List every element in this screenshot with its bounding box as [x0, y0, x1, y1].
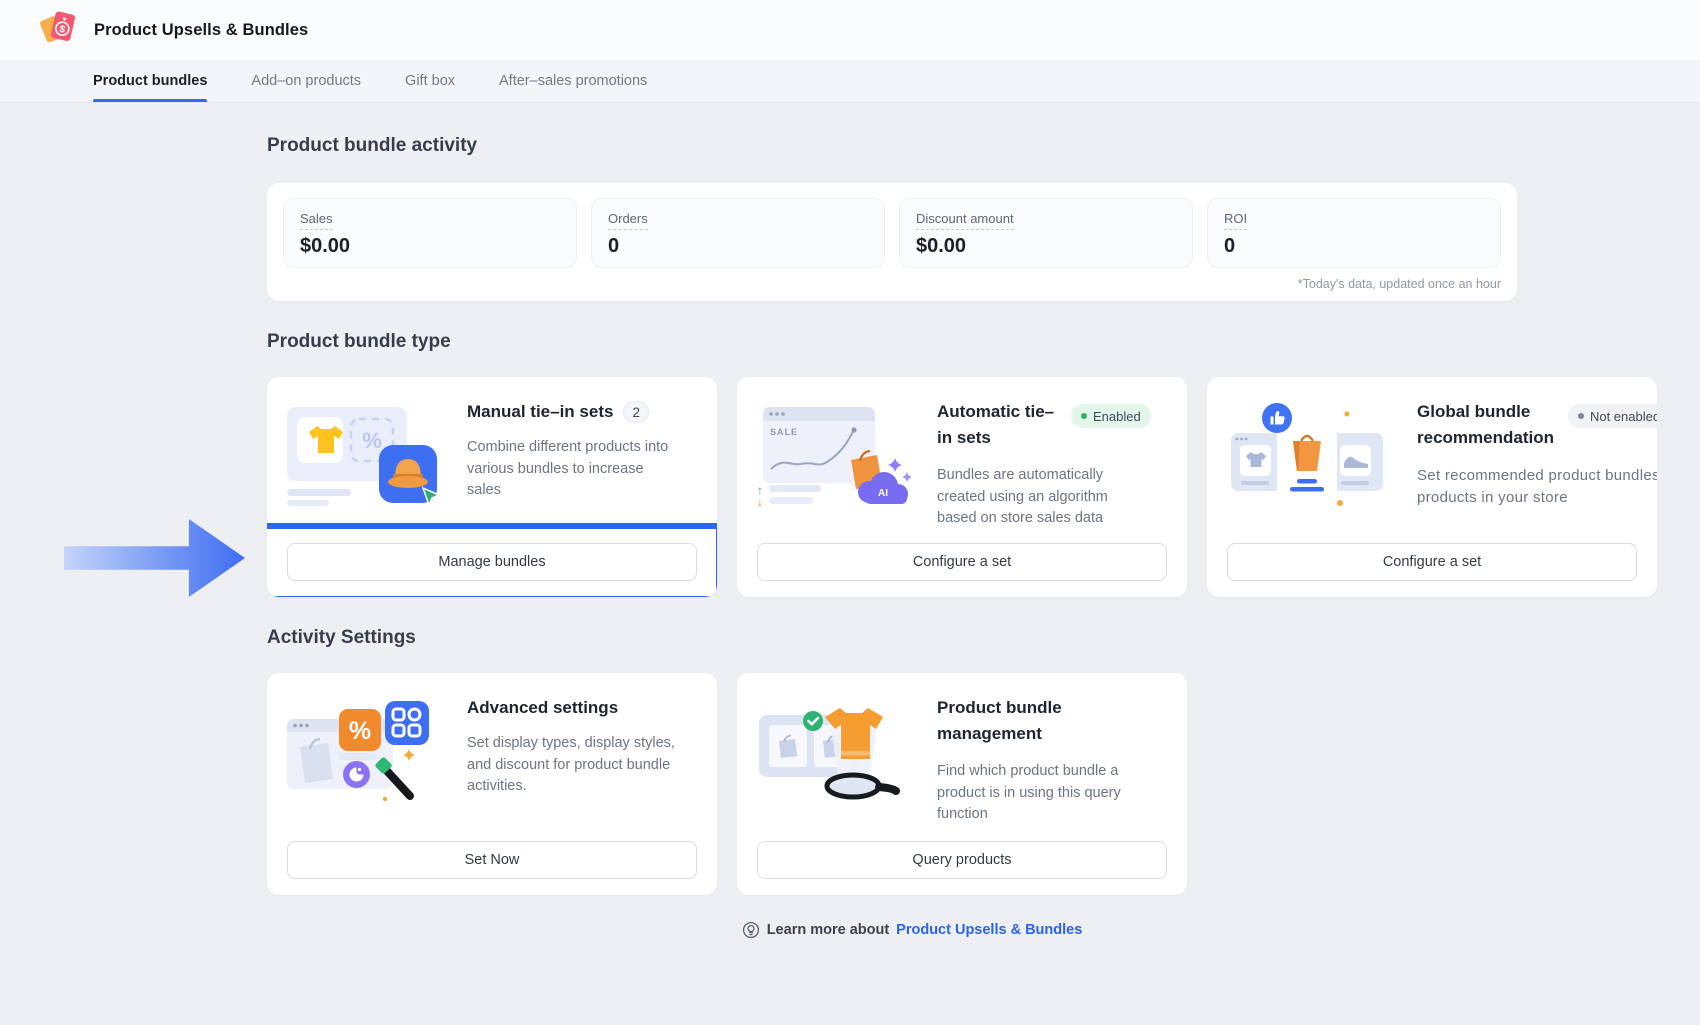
count-badge: 2 [623, 401, 649, 423]
query-products-button[interactable]: Query products [757, 841, 1167, 879]
advanced-settings-illustration-icon: % [287, 699, 437, 809]
card-description: Bundles are automatically created using … [937, 467, 1108, 526]
card-description: Find which product bundle a product is i… [937, 763, 1121, 822]
svg-text:AI: AI [878, 488, 888, 499]
tab-product-bundles[interactable]: Product bundles [93, 60, 208, 102]
lightbulb-icon [742, 921, 760, 939]
set-now-button[interactable]: Set Now [287, 841, 697, 879]
svg-text:↑: ↑ [757, 483, 763, 497]
bundle-management-illustration-icon [757, 699, 917, 809]
global-bundle-illustration-icon [1227, 403, 1387, 513]
section-heading-activity: Product bundle activity [267, 135, 478, 156]
tab-gift-box[interactable]: Gift box [405, 73, 456, 89]
stats-footnote: *Today's data, updated once an hour [1297, 277, 1501, 291]
stat-card-orders: Orders 0 [591, 198, 885, 268]
configure-a-set-button[interactable]: Configure a set [1227, 543, 1637, 581]
stat-label-roi[interactable]: ROI [1224, 211, 1248, 230]
stat-card-sales: Sales $0.00 [283, 198, 577, 268]
learn-more-footer: Learn more about Product Upsells & Bundl… [267, 921, 1557, 939]
automatic-tie-in-illustration-icon: SALE ↑ ↓ AI [757, 403, 917, 513]
stats-panel: Sales $0.00 Orders 0 Discount amount $0.… [267, 183, 1517, 301]
svg-text:%: % [349, 717, 371, 745]
section-heading-bundle-type: Product bundle type [267, 331, 451, 352]
stat-label-orders[interactable]: Orders [608, 211, 648, 230]
card-advanced-settings: % [267, 673, 717, 895]
configure-a-set-button[interactable]: Configure a set [757, 543, 1167, 581]
card-title-automatic-tie-in-sets: Automatic tie–in sets [937, 402, 1055, 447]
card-title-advanced-settings: Advanced settings [467, 698, 619, 717]
stat-value-sales: $0.00 [300, 235, 351, 257]
status-dot-icon [1577, 413, 1584, 419]
card-description: Set display types, display styles, and d… [467, 735, 675, 794]
stat-label-sales[interactable]: Sales [300, 211, 333, 230]
stat-label-discount-amount[interactable]: Discount amount [916, 211, 1014, 230]
card-description: Combine different products into various … [467, 439, 669, 498]
stat-value-discount-amount: $0.00 [916, 235, 967, 257]
stat-card-roi: ROI 0 [1207, 198, 1501, 268]
manual-tie-in-illustration-icon: % [287, 403, 441, 513]
stat-value-roi: 0 [1224, 235, 1236, 257]
card-manual-tie-in-sets: % Manual tie–in sets 2 Combine different… [267, 377, 717, 597]
tab-after-sales-promotions[interactable]: After–sales promotions [499, 73, 648, 89]
app-logo-price-tags-icon: ♥ $ [38, 6, 78, 55]
stat-card-discount-amount: Discount amount $0.00 [899, 198, 1193, 268]
svg-text:↓: ↓ [757, 495, 763, 508]
manage-bundles-button[interactable]: Manage bundles [287, 543, 697, 581]
svg-text:SALE: SALE [770, 427, 798, 437]
page-title: Product Upsells & Bundles [94, 20, 309, 39]
card-title-global-bundle-recommendation: Global bundle recommendation [1417, 402, 1554, 447]
bundle-type-cards-row: % Manual tie–in sets 2 Combine different… [267, 377, 1700, 597]
main-content: Product bundle activity Sales $0.00 Orde… [0, 103, 1700, 939]
tab-addon-products[interactable]: Add–on products [251, 73, 362, 89]
svg-text:%: % [362, 428, 382, 453]
section-heading-activity-settings: Activity Settings [267, 627, 416, 648]
svg-text:$: $ [58, 23, 66, 35]
stat-value-orders: 0 [608, 235, 620, 257]
activity-settings-cards-row: % [267, 673, 1700, 895]
card-automatic-tie-in-sets: SALE ↑ ↓ AI Automa [737, 377, 1187, 597]
card-description: Set recommended product bundles for all … [1417, 467, 1657, 506]
card-title-manual-tie-in-sets: Manual tie–in sets [467, 402, 614, 421]
learn-more-link[interactable]: Product Upsells & Bundles [896, 922, 1083, 938]
card-title-product-bundle-management: Product bundle management [937, 698, 1062, 743]
svg-text:♥: ♥ [62, 16, 68, 24]
status-dot-icon [1081, 413, 1087, 419]
status-badge-enabled: Enabled [1071, 404, 1151, 428]
card-global-bundle-recommendation: Global bundle recommendation Not enabled… [1207, 377, 1657, 597]
learn-more-text: Learn more about [766, 922, 890, 938]
app-header: ♥ $ Product Upsells & Bundles [0, 0, 1700, 60]
tab-bar: Product bundles Add–on products Gift box… [0, 60, 1700, 103]
status-badge-not-enabled: Not enabled [1567, 404, 1657, 428]
card-product-bundle-management: Product bundle management Find which pro… [737, 673, 1187, 895]
